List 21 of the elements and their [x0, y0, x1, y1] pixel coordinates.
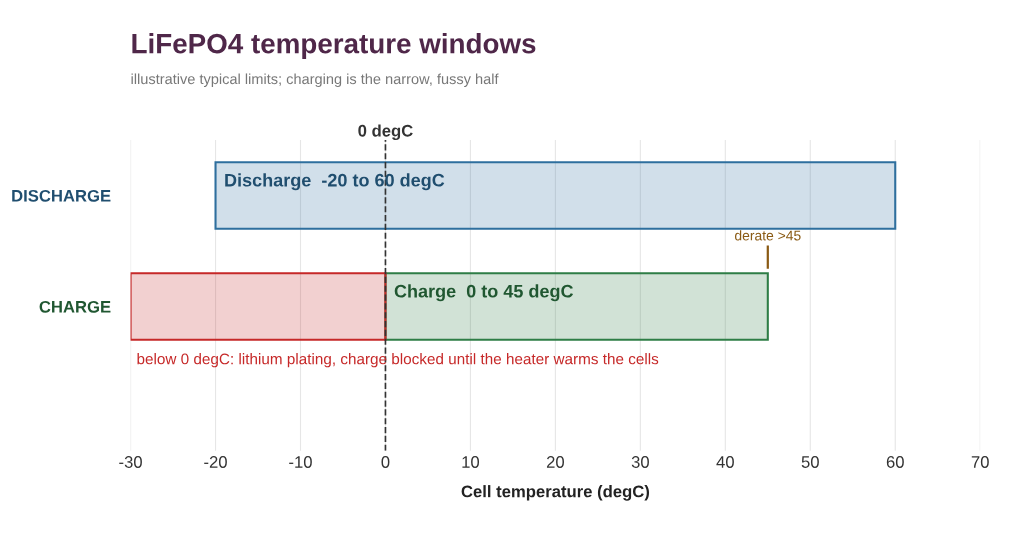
x-tick-label: 70 — [971, 456, 989, 468]
chart-subtitle: illustrative typical limits; charging is the narrow, fussy half — [131, 73, 499, 88]
annotation: below 0 degC: lithium plating, charge blocked until the heater warms the cells — [137, 353, 659, 368]
x-tick-label: -30 — [119, 456, 142, 468]
x-tick-label: 10 — [462, 456, 480, 468]
annotation: Charge 0 to 45 degC — [394, 284, 574, 302]
x-tick-label: 50 — [801, 456, 819, 468]
x-axis-title: Cell temperature (degC) — [461, 485, 650, 501]
x-tick-label: 60 — [886, 456, 904, 468]
x-tick-label: 0 — [381, 456, 390, 468]
x-tick-label: 40 — [716, 456, 734, 468]
x-tick-label: -20 — [204, 456, 227, 468]
y-tick-label: CHARGE — [39, 300, 111, 313]
ref-line-label: 0 degC — [358, 124, 413, 140]
annotation: Discharge -20 to 60 degC — [225, 173, 445, 191]
y-tick-label: DISCHARGE — [12, 189, 111, 202]
x-tick-label: 20 — [546, 456, 565, 468]
annotation: derate >45 — [734, 230, 801, 241]
chart-title: LiFePO4 temperature windows — [132, 33, 536, 59]
x-tick-label: -10 — [289, 456, 312, 468]
x-tick-label: 30 — [631, 456, 649, 468]
